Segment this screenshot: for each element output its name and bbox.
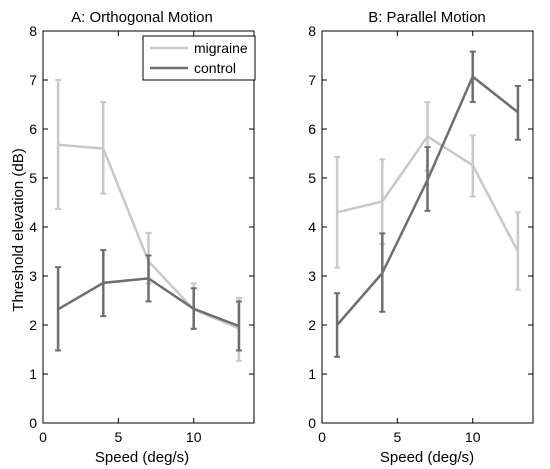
- legend-label-control: control: [194, 60, 236, 76]
- y-tick-label: 3: [29, 268, 37, 284]
- x-tick-label: 0: [318, 429, 326, 445]
- y-tick-label: 5: [308, 170, 316, 186]
- y-tick-label: 5: [29, 170, 37, 186]
- x-tick-label: 5: [393, 429, 401, 445]
- panel-parallel-motion: B: Parallel Motion Speed (deg/s) 0 1 2 3 4 5 6…: [308, 9, 534, 466]
- chart-title: A: Orthogonal Motion: [71, 9, 213, 26]
- y-tick-label: 8: [308, 23, 316, 39]
- axis-ticks: 0 1 2 3 4 5 6 7 8 0 5 10: [308, 23, 534, 445]
- x-tick-label: 5: [114, 429, 122, 445]
- chart-title: B: Parallel Motion: [368, 9, 486, 26]
- x-tick-label: 10: [186, 429, 202, 445]
- y-tick-label: 6: [308, 121, 316, 137]
- x-axis-label: Speed (deg/s): [95, 449, 189, 466]
- y-tick-label: 1: [308, 366, 316, 382]
- panel-orthogonal-motion: A: Orthogonal Motion Speed (deg/s) 0 1 2 3 4…: [29, 9, 256, 466]
- y-tick-label: 7: [29, 72, 37, 88]
- y-tick-label: 6: [29, 121, 37, 137]
- x-tick-label: 10: [465, 429, 481, 445]
- y-tick-label: 3: [308, 268, 316, 284]
- x-axis-label: Speed (deg/s): [380, 449, 474, 466]
- y-tick-label: 0: [308, 415, 316, 431]
- legend-label-migraine: migraine: [194, 40, 248, 56]
- legend: migraine control: [142, 35, 256, 81]
- y-tick-label: 2: [308, 317, 316, 333]
- series-group: [55, 79, 242, 362]
- series-group: [334, 50, 521, 358]
- plot-frame: [42, 30, 255, 424]
- plot-frame: [321, 30, 534, 424]
- x-tick-label: 0: [39, 429, 47, 445]
- y-tick-label: 8: [29, 23, 37, 39]
- y-tick-label: 7: [308, 72, 316, 88]
- y-tick-label: 1: [29, 366, 37, 382]
- legend-box: [142, 35, 256, 81]
- y-tick-label: 2: [29, 317, 37, 333]
- y-tick-label: 4: [29, 219, 37, 235]
- axis-ticks: 0 1 2 3 4 5 6 7 8 0 5 10: [29, 23, 255, 445]
- y-tick-label: 0: [29, 415, 37, 431]
- y-tick-label: 4: [308, 219, 316, 235]
- y-axis-label: Threshold elevation (dB): [10, 148, 27, 311]
